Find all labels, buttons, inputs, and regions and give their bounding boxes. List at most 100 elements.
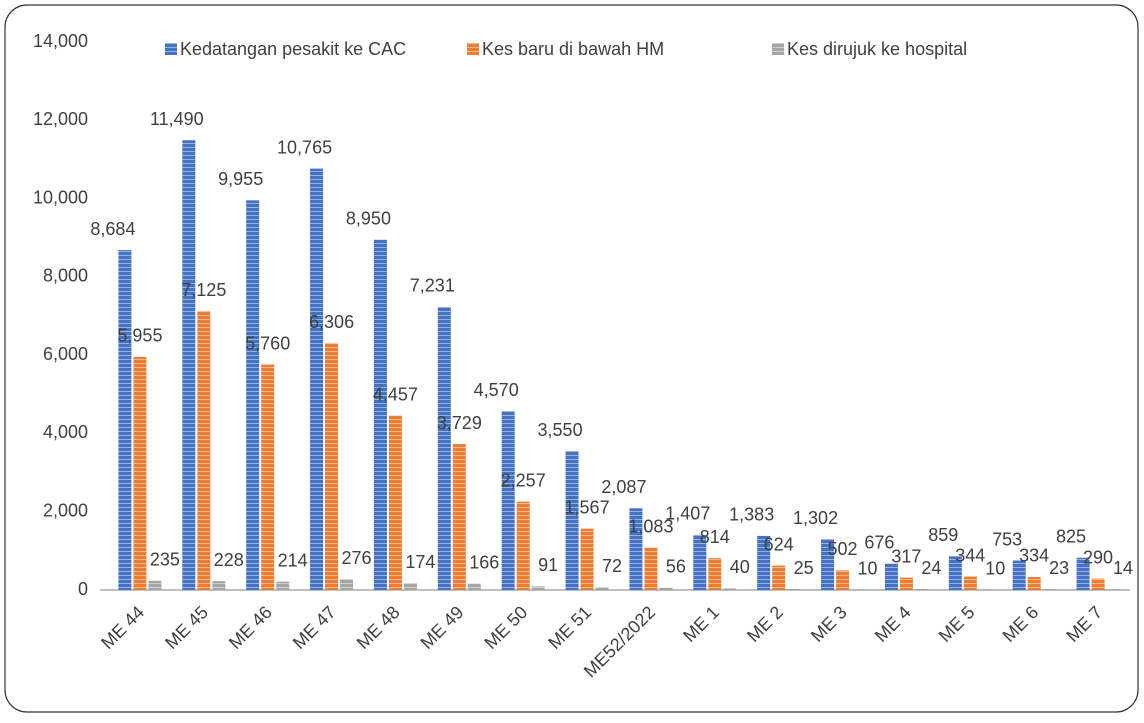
y-tick-label: 8,000 [43,266,88,286]
bar [915,589,928,590]
data-label: 9,955 [218,169,263,189]
data-label: 14 [1113,558,1133,578]
data-label: 1,567 [565,497,610,517]
legend-swatch [165,43,177,55]
y-tick-label: 14,000 [33,31,88,51]
legend-swatch [467,43,479,55]
bar [325,343,338,590]
data-label: 317 [891,546,921,566]
bar [885,564,898,590]
data-label: 8,684 [90,219,135,239]
y-tick-label: 2,000 [43,500,88,520]
data-label: 5,760 [245,333,290,353]
bar [453,444,466,590]
bar [708,558,721,590]
data-label: 1,407 [665,504,710,524]
data-label: 2,087 [601,477,646,497]
data-label: 4,570 [474,380,519,400]
data-label: 166 [469,552,499,572]
data-label: 276 [342,548,372,568]
bar [182,140,195,590]
data-label: 10,765 [277,137,332,157]
data-label: 344 [955,545,985,565]
bar [148,581,161,590]
legend-swatch [772,43,784,55]
data-label: 814 [700,527,730,547]
data-label: 72 [602,556,622,576]
data-label: 24 [921,558,941,578]
data-label: 10 [858,558,878,578]
bar [596,587,609,590]
data-label: 174 [405,552,435,572]
bar [723,588,736,590]
bar [517,502,530,590]
data-label: 334 [1019,546,1049,566]
bar [118,250,131,590]
bar [900,578,913,590]
legend-label: Kedatangan pesakit ke CAC [180,39,406,59]
data-label: 1,302 [793,508,838,528]
bar [644,548,657,590]
bar [404,583,417,590]
bar [964,577,977,590]
y-tick-label: 6,000 [43,344,88,364]
data-label: 25 [794,558,814,578]
bar [659,588,672,590]
data-label: 10 [985,558,1005,578]
data-label: 753 [992,529,1022,549]
bar [532,586,545,590]
bar [502,411,515,590]
bar [340,579,353,590]
bar [133,357,146,590]
bar [310,169,323,590]
data-label: 40 [730,557,750,577]
y-tick-label: 10,000 [33,187,88,207]
bar [438,307,451,590]
data-label: 8,950 [346,208,391,228]
bar [1043,589,1056,590]
bar [261,365,274,590]
bar [246,200,259,590]
bar [772,566,785,590]
bar [581,529,594,590]
data-label: 5,955 [117,326,162,346]
data-label: 7,125 [181,280,226,300]
data-label: 290 [1083,547,1113,567]
data-label: 235 [150,550,180,570]
bar [1092,579,1105,590]
y-tick-label: 12,000 [33,109,88,129]
bar [836,570,849,590]
data-label: 2,257 [501,470,546,490]
bar [374,240,387,590]
data-label: 56 [666,557,686,577]
data-label: 1,383 [729,505,774,525]
bar [787,589,800,590]
data-label: 859 [928,525,958,545]
data-label: 676 [864,532,894,552]
data-label: 11,490 [150,109,204,129]
bar [197,311,210,590]
data-label: 3,729 [437,413,482,433]
data-label: 4,457 [373,384,418,404]
data-label: 7,231 [410,276,455,296]
bar [389,416,402,590]
data-label: 6,306 [309,312,354,332]
bar [566,451,579,590]
data-label: 91 [538,555,558,575]
legend-label: Kes baru di bawah HM [482,39,664,59]
data-label: 23 [1049,558,1069,578]
data-label: 214 [278,550,308,570]
data-label: 3,550 [538,420,583,440]
y-tick-label: 4,000 [43,422,88,442]
bar [276,582,289,590]
bar [1107,589,1120,590]
bar [1028,577,1041,590]
data-label: 825 [1056,526,1086,546]
data-label: 502 [828,539,858,559]
data-label: 624 [764,534,794,554]
bar [468,584,481,590]
y-tick-label: 0 [78,579,88,599]
bar [212,581,225,590]
legend-label: Kes dirujuk ke hospital [787,39,967,59]
